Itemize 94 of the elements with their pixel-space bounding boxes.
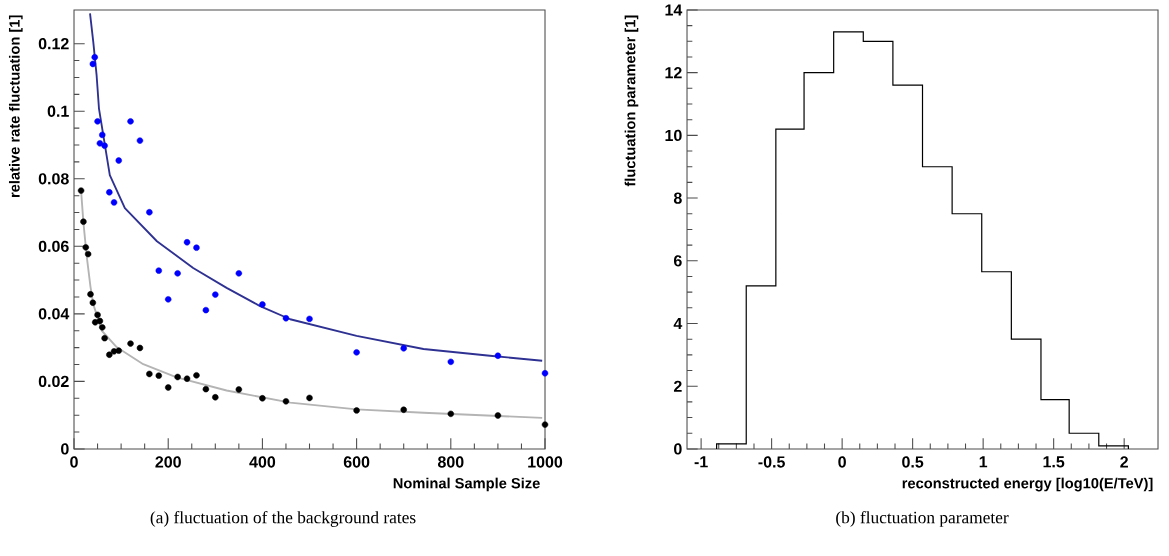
point <box>165 384 172 391</box>
y-axis-title: relative rate fluctuation [1] <box>8 15 23 198</box>
point <box>259 395 266 402</box>
point <box>136 344 144 352</box>
point <box>306 315 313 323</box>
y-tick-label: 0 <box>61 443 69 455</box>
point <box>127 118 134 125</box>
point <box>115 347 122 354</box>
point <box>91 54 98 61</box>
point <box>282 398 290 405</box>
point <box>99 324 106 331</box>
y-tick-label: 0.1 <box>47 105 69 117</box>
point <box>400 345 407 352</box>
x-tick-label: 1000 <box>528 456 563 468</box>
point <box>101 335 108 342</box>
y-tick-label: 2 <box>673 380 682 392</box>
point <box>353 349 360 356</box>
point <box>494 352 502 359</box>
point <box>99 131 106 139</box>
y-tick-label: 0.12 <box>38 38 69 50</box>
point <box>183 239 191 246</box>
y-tick-label: 0 <box>674 443 682 455</box>
point <box>183 375 191 382</box>
point <box>494 412 502 419</box>
line-series <box>89 12 544 362</box>
y-tick-label: 14 <box>665 4 683 16</box>
point <box>101 142 108 149</box>
point <box>193 244 200 251</box>
point <box>174 373 181 381</box>
point <box>541 370 549 377</box>
x-tick-label: 0 <box>70 456 78 468</box>
point <box>80 218 87 225</box>
point <box>82 244 89 251</box>
x-tick-label: 1.5 <box>1043 456 1065 468</box>
point <box>235 270 243 277</box>
x-tick-label: 200 <box>155 456 181 468</box>
point <box>306 394 313 402</box>
y-tick-label: 4 <box>673 318 683 330</box>
point <box>193 372 200 379</box>
point <box>235 386 243 393</box>
point <box>541 421 549 428</box>
point <box>110 199 118 206</box>
point <box>87 291 94 298</box>
x-tick-label: -0.5 <box>758 456 785 468</box>
y-axis-title: fluctuation parameter [1] <box>624 15 639 187</box>
x-tick-label: 2 <box>1120 456 1128 468</box>
point <box>202 306 210 314</box>
point <box>94 311 101 319</box>
text: (b) fluctuation parameter <box>836 511 1009 527</box>
point <box>96 317 104 325</box>
point <box>146 370 153 378</box>
y-tick-label: 0.04 <box>38 308 70 320</box>
point <box>127 340 134 347</box>
point <box>106 351 113 358</box>
point <box>155 267 162 274</box>
point <box>165 296 172 303</box>
point <box>212 394 219 401</box>
x-tick-label: 0.5 <box>902 456 924 468</box>
point <box>212 291 219 298</box>
y-tick-label: 8 <box>673 192 682 204</box>
point <box>155 372 162 379</box>
point <box>136 137 144 144</box>
point <box>84 250 92 258</box>
x-tick-label: 600 <box>343 456 370 468</box>
y-tick-label: 0.06 <box>38 240 69 253</box>
x-axis-title: reconstructed energy [log10(E/TeV)] <box>902 477 1153 492</box>
y-tick-label: 0.08 <box>38 173 69 185</box>
y-tick-label: 12 <box>665 67 682 79</box>
point <box>400 406 407 413</box>
point <box>89 299 97 306</box>
point <box>174 270 181 277</box>
point <box>259 301 266 308</box>
y-tick-label: 0.02 <box>38 375 69 388</box>
point <box>115 157 122 164</box>
text: (a) fluctuation of the background rates <box>150 510 416 527</box>
point <box>447 358 455 366</box>
point <box>89 60 97 68</box>
x-tick-label: 0 <box>838 456 846 468</box>
point <box>353 407 360 414</box>
point <box>202 385 210 393</box>
y-tick-label: 6 <box>673 255 682 267</box>
point <box>282 315 290 322</box>
x-tick-label: 1 <box>979 456 988 468</box>
point <box>447 410 455 418</box>
x-tick-label: 400 <box>249 456 276 468</box>
x-tick-label: 800 <box>437 456 464 468</box>
x-tick-label: -1 <box>694 456 708 468</box>
point <box>96 140 104 147</box>
point <box>106 189 113 196</box>
y-tick-label: 10 <box>665 129 682 142</box>
point <box>77 187 85 194</box>
point <box>146 209 153 216</box>
point <box>94 118 101 125</box>
x-axis-title: Nominal Sample Size <box>393 477 540 492</box>
